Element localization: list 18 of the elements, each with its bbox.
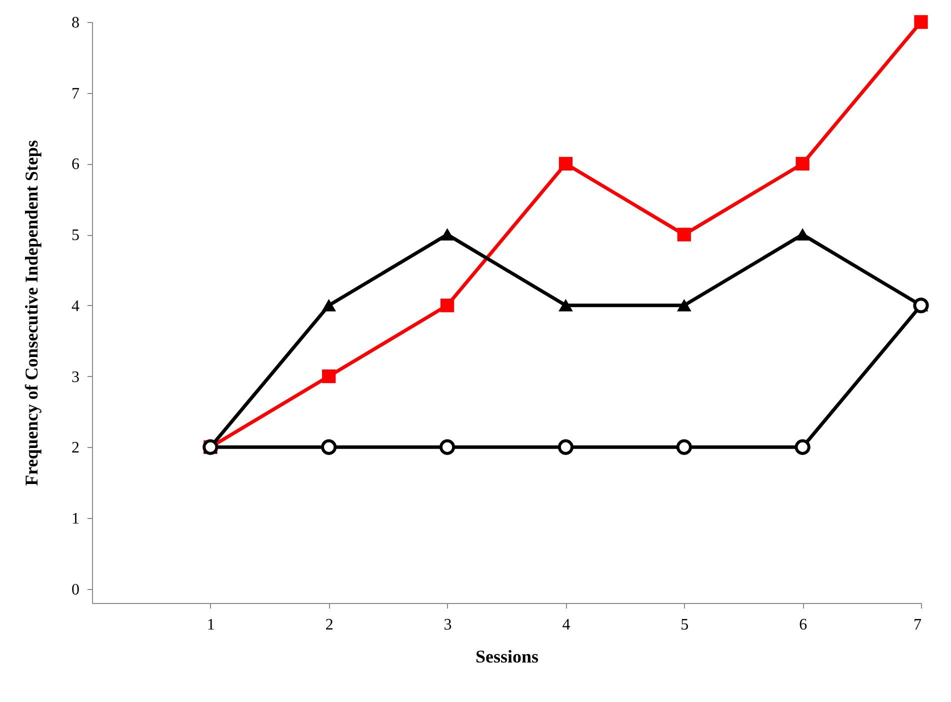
y-tick-label: 0 bbox=[72, 581, 80, 598]
y-tick-label: 5 bbox=[72, 227, 80, 244]
y-tick-label: 6 bbox=[72, 156, 80, 174]
x-axis-title: Sessions bbox=[475, 646, 539, 666]
x-tick-label: 3 bbox=[444, 616, 452, 634]
y-tick-label: 1 bbox=[72, 510, 80, 528]
x-tick-label: 7 bbox=[914, 616, 922, 634]
x-tick-label: 6 bbox=[799, 616, 808, 634]
x-tick-label: 1 bbox=[206, 616, 215, 634]
y-axis-title: Frequency of Consecutive Independent Steps bbox=[22, 140, 42, 486]
x-tick-label: 5 bbox=[680, 616, 689, 634]
x-tick-label: 2 bbox=[325, 616, 334, 634]
y-tick-label: 3 bbox=[72, 368, 80, 386]
y-tick-label: 4 bbox=[72, 298, 80, 315]
y-tick-label: 2 bbox=[72, 440, 80, 457]
y-tick-label: 7 bbox=[72, 85, 80, 102]
y-tick-label: 8 bbox=[72, 14, 80, 32]
x-tick-label: 4 bbox=[562, 616, 570, 634]
